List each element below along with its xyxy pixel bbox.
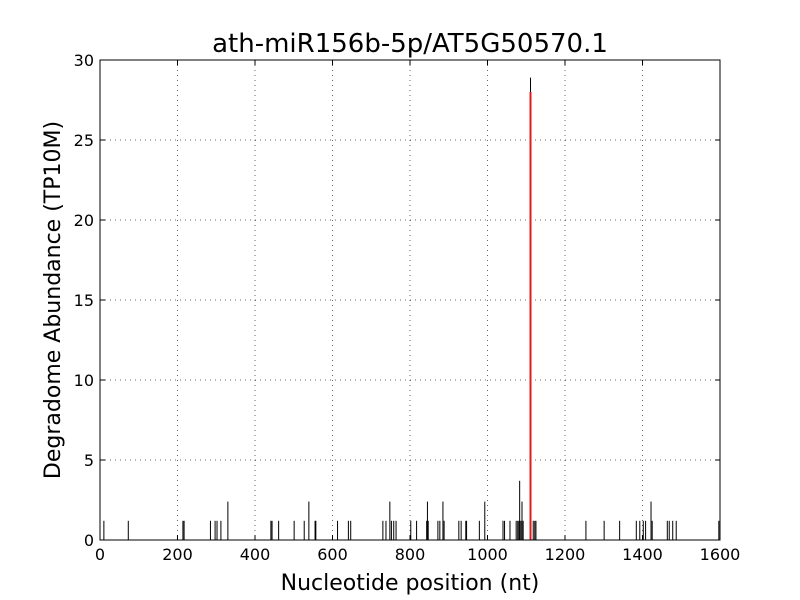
x-tick-label: 1600 xyxy=(700,545,741,564)
x-tick-label: 600 xyxy=(317,545,348,564)
y-tick-label: 25 xyxy=(74,131,94,150)
y-tick-label: 0 xyxy=(84,531,94,550)
y-tick-label: 15 xyxy=(74,291,94,310)
x-axis-label: Nucleotide position (nt) xyxy=(281,571,540,596)
x-tick-label: 1000 xyxy=(467,545,508,564)
y-tick-label: 20 xyxy=(74,211,94,230)
x-tick-label: 1200 xyxy=(545,545,586,564)
x-tick-label: 200 xyxy=(162,545,193,564)
chart-title: ath-miR156b-5p/AT5G50570.1 xyxy=(212,29,608,59)
y-tick-label: 10 xyxy=(74,371,94,390)
y-tick-label: 30 xyxy=(74,51,94,70)
x-tick-label: 800 xyxy=(395,545,426,564)
grid xyxy=(100,60,720,540)
bars xyxy=(103,77,720,540)
ticks: 0 200 400 600 800 1000 1200 1400 1600 0 5 10 15 20 25 3… xyxy=(74,51,741,564)
x-tick-label: 1400 xyxy=(622,545,663,564)
y-tick-label: 5 xyxy=(84,451,94,470)
x-tick-label: 400 xyxy=(240,545,271,564)
y-axis-label: Degradome Abundance (TP10M) xyxy=(41,121,66,479)
x-tick-label: 0 xyxy=(95,545,105,564)
